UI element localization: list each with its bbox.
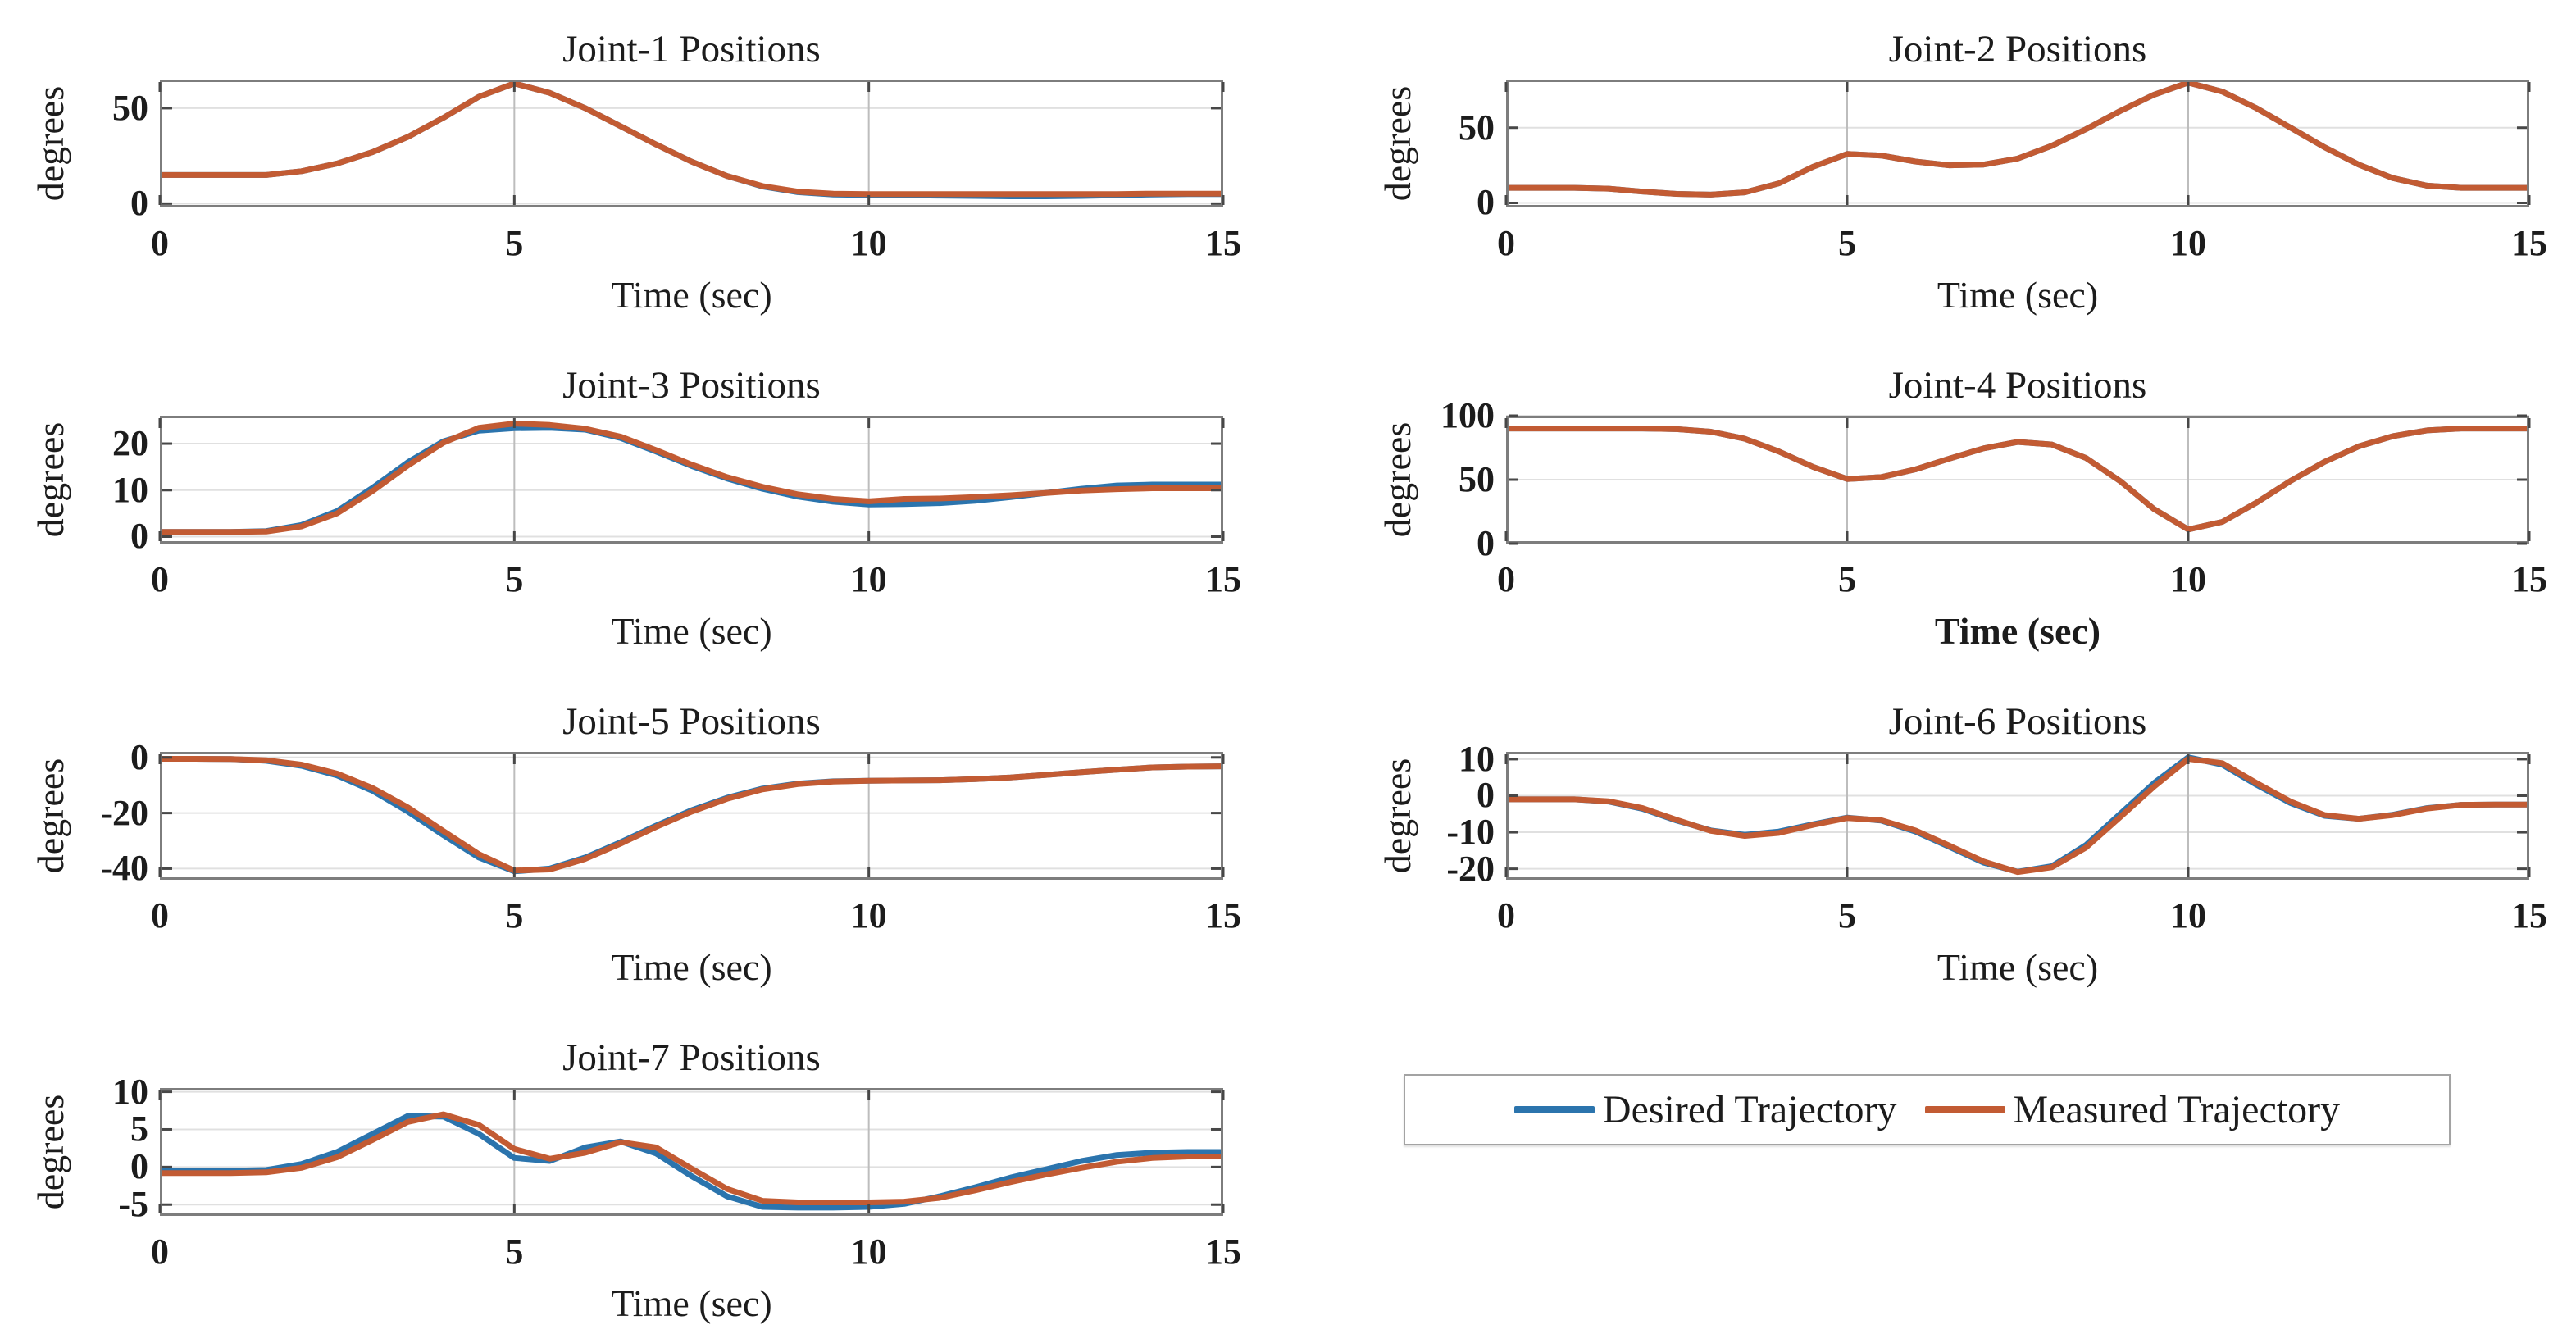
y-tick-label-joint-4: 0 bbox=[1477, 523, 1495, 563]
x-tick-label-joint-3: 15 bbox=[1205, 559, 1241, 599]
legend-item-measured: Measured Trajectory bbox=[1924, 1087, 2341, 1132]
plot-area-joint-5 bbox=[158, 752, 1225, 880]
plot-area-joint-3 bbox=[158, 416, 1225, 544]
legend-item-desired: Desired Trajectory bbox=[1513, 1087, 1897, 1132]
plot-area-joint-7 bbox=[158, 1088, 1225, 1216]
y-tick-label-joint-7: -5 bbox=[118, 1184, 148, 1225]
x-tick-label-joint-3: 10 bbox=[850, 559, 887, 599]
legend: Desired Trajectory Measured Trajectory bbox=[1404, 1074, 2451, 1145]
y-tick-label-joint-4: 100 bbox=[1440, 395, 1495, 435]
axis-box bbox=[1506, 416, 2529, 544]
measured-trajectory-line-joint-1 bbox=[160, 80, 1223, 198]
plot-area-joint-6 bbox=[1504, 752, 2531, 880]
x-tick-label-joint-2: 10 bbox=[2170, 223, 2206, 263]
y-tick-label-joint-2: 0 bbox=[1477, 182, 1495, 223]
x-tick-label-joint-3: 0 bbox=[151, 559, 169, 599]
x-tick-label-joint-4: 0 bbox=[1497, 559, 1515, 599]
x-tick-label-joint-7: 10 bbox=[850, 1231, 887, 1272]
x-tick-label-joint-5: 5 bbox=[505, 895, 524, 936]
x-tick-label-joint-5: 15 bbox=[1205, 895, 1241, 936]
x-tick-label-joint-2: 15 bbox=[2511, 223, 2547, 263]
x-tick-label-joint-1: 15 bbox=[1205, 223, 1241, 263]
x-axis-label-joint-1: Time (sec) bbox=[611, 274, 772, 316]
plot-area-joint-4 bbox=[1504, 414, 2531, 545]
x-tick-label-joint-1: 5 bbox=[505, 223, 524, 263]
desired-trajectory-line-joint-7 bbox=[160, 1113, 1223, 1211]
x-axis-label-joint-7: Time (sec) bbox=[611, 1282, 772, 1324]
x-tick-label-joint-6: 10 bbox=[2170, 895, 2206, 936]
y-axis-label-joint-2: degrees bbox=[1377, 85, 1418, 202]
measured-trajectory-line-joint-6 bbox=[1506, 756, 2529, 876]
x-tick-label-joint-1: 10 bbox=[850, 223, 887, 263]
y-tick-label-joint-7: 10 bbox=[112, 1071, 148, 1112]
x-tick-label-joint-7: 15 bbox=[1205, 1231, 1241, 1272]
x-tick-label-joint-4: 10 bbox=[2170, 559, 2206, 599]
y-tick-label-joint-2: 50 bbox=[1459, 107, 1495, 148]
y-tick-label-joint-5: -40 bbox=[100, 848, 148, 889]
y-tick-label-joint-3: 20 bbox=[112, 423, 148, 464]
desired-trajectory-line-joint-1 bbox=[160, 80, 1223, 199]
x-tick-label-joint-4: 5 bbox=[1838, 559, 1856, 599]
axis-box bbox=[160, 752, 1223, 880]
chart-title-joint-3: Joint-3 Positions bbox=[562, 364, 821, 407]
y-tick-label-joint-1: 50 bbox=[112, 87, 148, 128]
x-axis-label-joint-2: Time (sec) bbox=[1937, 274, 2099, 316]
x-axis-label-joint-6: Time (sec) bbox=[1937, 946, 2099, 988]
x-tick-label-joint-2: 5 bbox=[1838, 223, 1856, 263]
x-tick-label-joint-7: 5 bbox=[505, 1231, 524, 1272]
y-axis-label-joint-1: degrees bbox=[30, 85, 71, 202]
axis-box bbox=[160, 1088, 1223, 1216]
measured-trajectory-line-swatch bbox=[1924, 1106, 2005, 1113]
chart-title-joint-4: Joint-4 Positions bbox=[1888, 364, 2147, 407]
x-tick-label-joint-1: 0 bbox=[151, 223, 169, 263]
y-tick-label-joint-4: 50 bbox=[1459, 459, 1495, 499]
plot-area-joint-1 bbox=[158, 80, 1225, 207]
x-tick-label-joint-5: 0 bbox=[151, 895, 169, 936]
x-tick-label-joint-6: 0 bbox=[1497, 895, 1515, 936]
y-tick-label-joint-6: 10 bbox=[1459, 738, 1495, 779]
x-axis-label-joint-5: Time (sec) bbox=[611, 946, 772, 988]
x-tick-label-joint-4: 15 bbox=[2511, 559, 2547, 599]
y-tick-label-joint-5: 0 bbox=[130, 736, 148, 777]
desired-trajectory-line-joint-2 bbox=[1506, 80, 2529, 198]
x-tick-label-joint-6: 15 bbox=[2511, 895, 2547, 936]
measured-trajectory-line-joint-3 bbox=[160, 421, 1223, 535]
x-axis-label-joint-4: Time (sec) bbox=[1934, 610, 2101, 652]
x-tick-label-joint-3: 5 bbox=[505, 559, 524, 599]
y-tick-label-joint-6: -20 bbox=[1446, 848, 1495, 889]
y-tick-label-joint-1: 0 bbox=[130, 183, 148, 224]
chart-title-joint-6: Joint-6 Positions bbox=[1888, 700, 2147, 743]
y-tick-label-joint-3: 10 bbox=[112, 469, 148, 510]
measured-trajectory-line-joint-5 bbox=[160, 756, 1223, 874]
chart-title-joint-1: Joint-1 Positions bbox=[562, 28, 821, 71]
y-tick-label-joint-7: 0 bbox=[130, 1146, 148, 1187]
desired-trajectory-line-swatch bbox=[1513, 1106, 1595, 1113]
axis-box bbox=[1506, 752, 2529, 880]
x-tick-label-joint-2: 0 bbox=[1497, 223, 1515, 263]
x-tick-label-joint-6: 5 bbox=[1838, 895, 1856, 936]
axis-box bbox=[160, 80, 1223, 207]
measured-trajectory-line-joint-2 bbox=[1506, 80, 2529, 198]
x-tick-label-joint-5: 10 bbox=[850, 895, 887, 936]
measured-trajectory-line-joint-7 bbox=[160, 1111, 1223, 1205]
legend-label-measured: Measured Trajectory bbox=[2013, 1088, 2341, 1131]
measured-trajectory-line-joint-4 bbox=[1506, 426, 2529, 533]
y-tick-label-joint-3: 0 bbox=[130, 516, 148, 557]
chart-title-joint-5: Joint-5 Positions bbox=[562, 700, 821, 743]
y-tick-label-joint-6: -10 bbox=[1446, 812, 1495, 853]
axis-box bbox=[160, 416, 1223, 544]
plot-area-joint-2 bbox=[1504, 80, 2531, 207]
x-axis-label-joint-3: Time (sec) bbox=[611, 610, 772, 652]
legend-label-desired: Desired Trajectory bbox=[1602, 1088, 1897, 1131]
chart-title-joint-7: Joint-7 Positions bbox=[562, 1036, 821, 1079]
axis-box bbox=[1506, 80, 2529, 207]
x-tick-label-joint-7: 0 bbox=[151, 1231, 169, 1272]
y-tick-label-joint-6: 0 bbox=[1477, 775, 1495, 816]
chart-title-joint-2: Joint-2 Positions bbox=[1888, 28, 2147, 71]
y-tick-label-joint-7: 5 bbox=[130, 1109, 148, 1150]
y-tick-label-joint-5: -20 bbox=[100, 792, 148, 833]
